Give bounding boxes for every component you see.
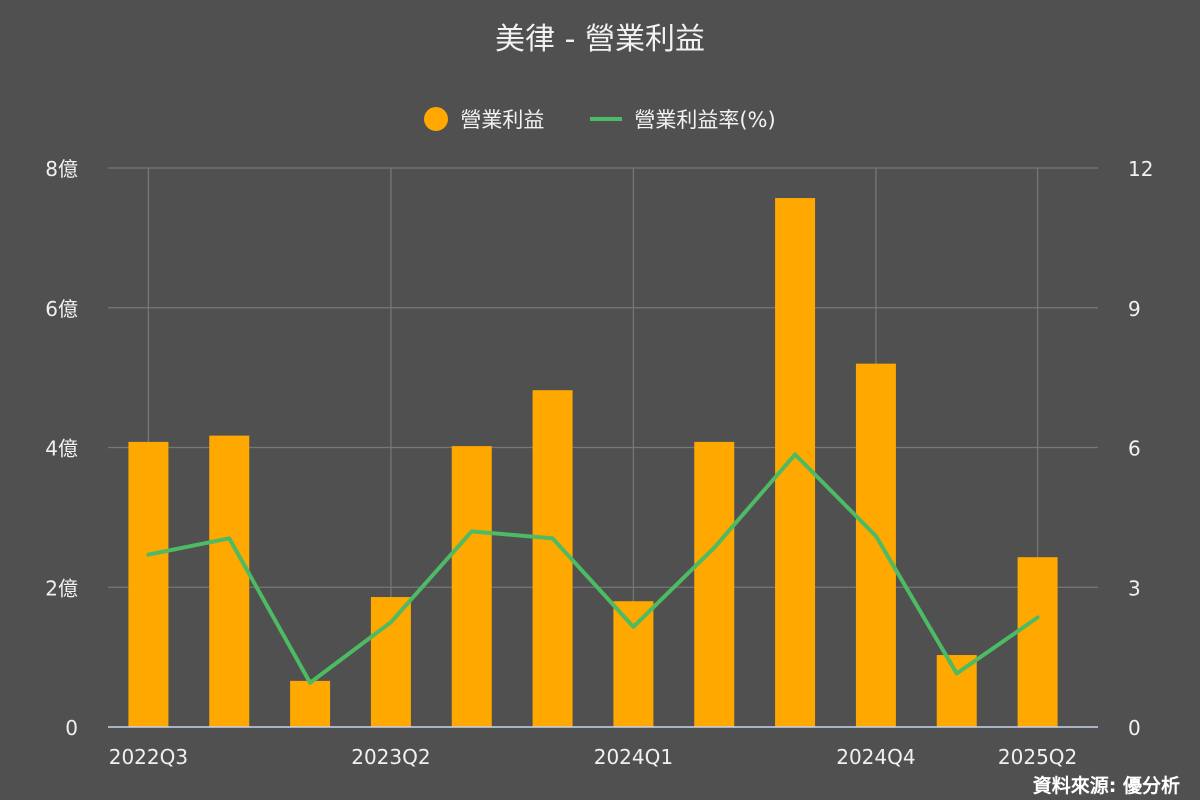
y-right-tick-label: 3 [1128,576,1141,600]
bar-2023Q1 [290,680,331,727]
bar-2023Q3 [451,446,492,727]
series-line-operating-margin [146,452,1040,685]
bar-2022Q3 [128,441,169,727]
bar-2024Q3 [775,198,816,727]
legend: 營業利益 營業利益率(%) [0,104,1200,134]
x-tick-label: 2022Q3 [109,745,188,769]
legend-bar-swatch [424,107,449,131]
y-right-tick-label: 12 [1128,157,1153,181]
y-left-tick-label: 0 [65,716,78,740]
source-label: 資料來源: 優分析 [1032,775,1180,797]
legend-line-swatch [590,117,623,121]
x-tick-label: 2024Q1 [594,745,673,769]
bar-2024Q2 [694,441,735,727]
bar-2025Q1 [936,655,977,727]
y-left-tick-label: 8億 [45,157,78,181]
x-tick-label: 2025Q2 [998,745,1077,769]
bar-2023Q4 [532,390,573,727]
bar-2022Q4 [209,435,250,727]
legend-label-operating-margin: 營業利益率(%) [634,108,776,132]
y-left-tick-label: 2億 [45,576,78,600]
bar-2023Q2 [370,597,411,727]
bar-2025Q2 [1017,557,1058,727]
chart-title: 美律 - 營業利益 [495,22,705,57]
bar-2024Q1 [613,601,654,727]
y-right-tick-label: 6 [1128,437,1141,461]
legend-item-operating-income[interactable]: 營業利益 [424,104,544,134]
y-left-tick-label: 6億 [45,297,78,321]
legend-item-operating-margin[interactable]: 營業利益率(%) [590,104,776,134]
x-tick-label: 2024Q4 [836,745,915,769]
x-tick-label: 2023Q2 [351,745,430,769]
y-right-tick-label: 9 [1128,297,1141,321]
legend-label-operating-income: 營業利益 [460,108,545,132]
bar-2024Q4 [855,363,896,727]
y-left-tick-label: 4億 [45,437,78,461]
y-right-tick-label: 0 [1128,716,1141,740]
